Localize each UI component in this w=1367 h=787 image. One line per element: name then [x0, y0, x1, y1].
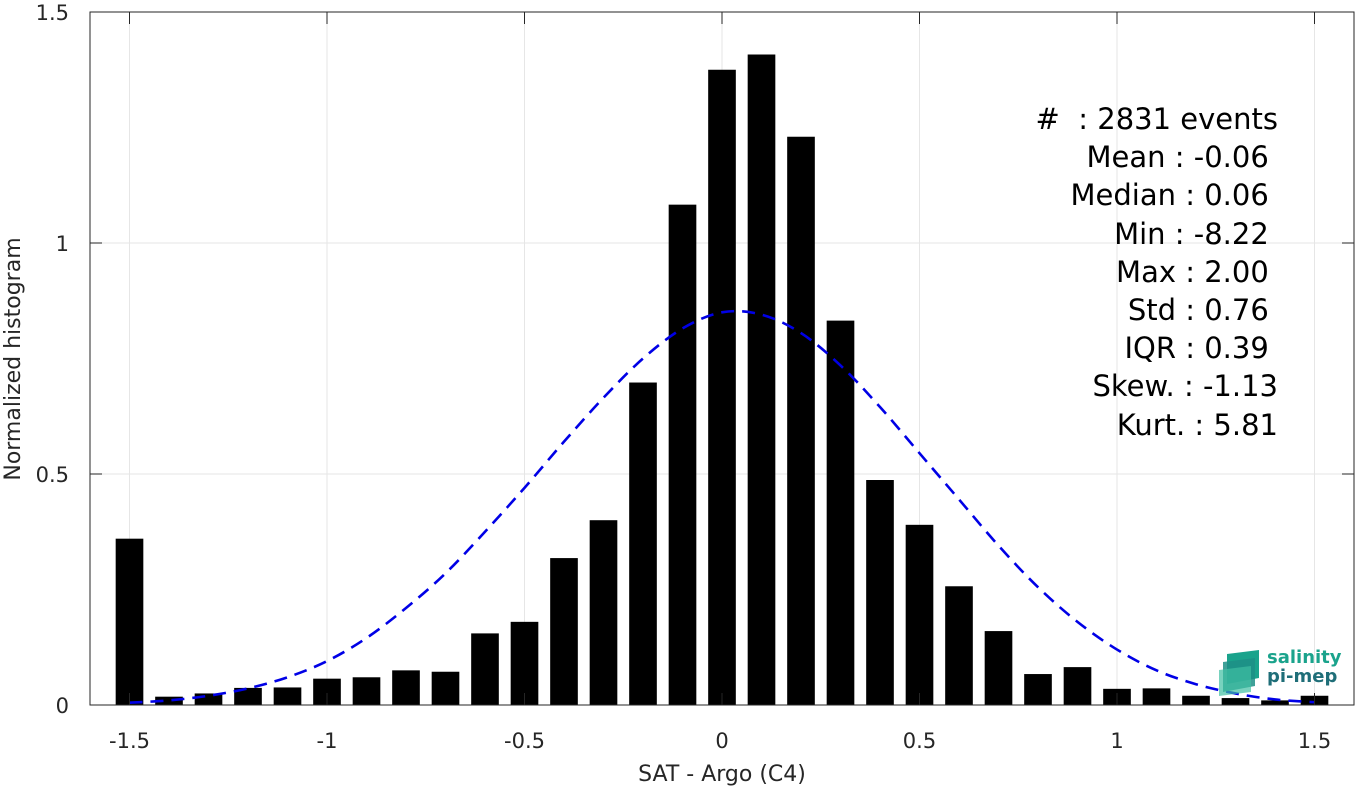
histogram-bar: [155, 696, 183, 705]
x-tick-label: 0.5: [903, 729, 936, 753]
histogram-bar: [510, 621, 539, 705]
histogram-bar: [905, 524, 934, 705]
histogram-bar: [392, 670, 420, 705]
wave-logo-icon: [1219, 650, 1259, 696]
histogram-bar: [589, 520, 618, 705]
histogram-bar: [234, 687, 262, 705]
stat-median: Median : 0.06: [1070, 178, 1278, 213]
histogram-bar: [273, 687, 302, 705]
x-tick-label: -0.5: [504, 729, 545, 753]
statistics-box: # : 2831 events Mean : -0.06 Median : 0.…: [1036, 100, 1278, 444]
stat-min: Min : -8.22: [1114, 216, 1278, 251]
x-tick-label: -1.5: [109, 729, 150, 753]
histogram-bar: [550, 558, 578, 705]
histogram-bar: [1182, 695, 1210, 705]
histogram-bar: [1063, 667, 1092, 705]
histogram-bar: [668, 204, 697, 706]
histogram-bar: [1142, 688, 1171, 705]
salinity-pi-mep-logo: salinity pi-mep: [1219, 646, 1344, 696]
x-axis-label: SAT - Argo (C4): [638, 762, 806, 787]
stat-skew: Skew. : -1.13: [1092, 369, 1278, 404]
histogram-bar: [984, 631, 1013, 705]
x-tick-labels: -1.5 -1 -0.5 0 0.5 1 1.5: [109, 729, 1331, 753]
y-tick-label: 1: [56, 232, 69, 256]
axis-ticks: [90, 11, 1354, 706]
histogram-bar: [945, 586, 973, 705]
y-tick-labels: 0 0.5 1 1.5: [36, 1, 69, 718]
stat-mean: Mean : -0.06: [1086, 140, 1278, 175]
histogram-bar: [1024, 674, 1052, 705]
logo-text-salinity: salinity: [1267, 647, 1342, 668]
x-tick-label: 1.5: [1298, 729, 1331, 753]
histogram-bar: [431, 671, 460, 705]
histogram-bar: [629, 382, 657, 705]
stat-kurt: Kurt. : 5.81: [1116, 407, 1278, 442]
histogram-bar: [115, 538, 144, 705]
stat-count: # : 2831 events: [1035, 102, 1278, 136]
stat-max: Max : 2.00: [1116, 254, 1278, 289]
histogram-bar: [866, 480, 894, 705]
histogram-bar: [194, 693, 223, 705]
histogram-bar: [747, 54, 776, 705]
histogram-bar: [708, 69, 736, 705]
histogram-bar: [352, 677, 381, 705]
x-tick-label: -1: [317, 729, 338, 753]
histogram-bar: [787, 136, 815, 706]
y-tick-label: 0: [56, 694, 69, 718]
y-tick-label: 1.5: [36, 1, 69, 25]
gaussian-fit-curve: [129, 309, 1315, 704]
y-axis-label: Normalized histogram: [1, 237, 26, 480]
histogram-bar: [826, 320, 855, 705]
stat-std: Std : 0.76: [1127, 293, 1278, 328]
histogram-bar: [471, 633, 499, 705]
histogram-bar: [1261, 700, 1289, 705]
x-tick-label: 0: [715, 729, 728, 753]
histogram-bars: [115, 54, 1329, 706]
stat-iqr: IQR : 0.39: [1124, 331, 1278, 366]
logo-text-pi-mep: pi-mep: [1267, 666, 1338, 687]
x-tick-label: 1: [1110, 729, 1123, 753]
histogram-bar: [1221, 698, 1250, 705]
y-tick-label: 0.5: [36, 463, 69, 487]
